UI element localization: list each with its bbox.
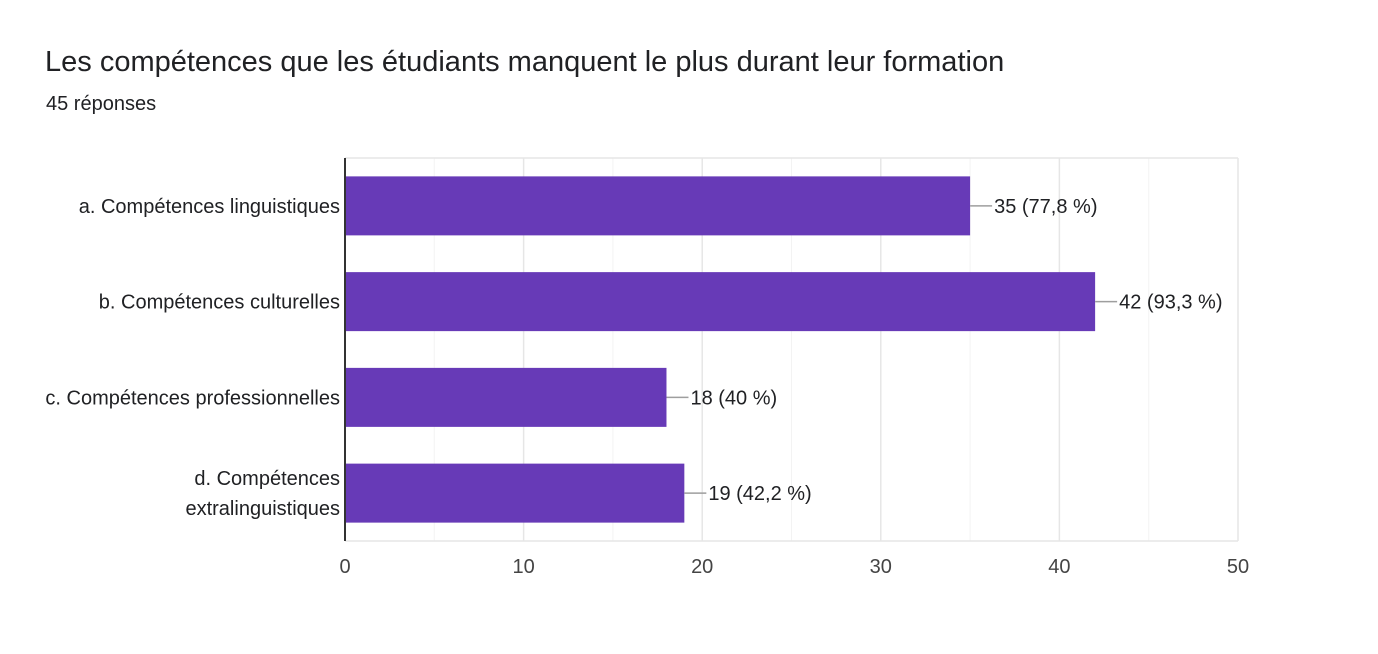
value-label: 35 (77,8 %): [994, 196, 1097, 218]
x-tick-label: 40: [1048, 556, 1070, 578]
bar: [345, 367, 667, 427]
bar: [345, 272, 1096, 332]
tick-labels: 0 10 20 30 40 50: [339, 556, 1249, 578]
category-label: b. Compétences culturelles: [99, 292, 340, 314]
x-tick-label: 0: [339, 556, 350, 578]
bar: [345, 176, 971, 236]
x-tick-label: 30: [870, 556, 892, 578]
category-labels: a. Compétences linguistiques b. Compétenc…: [45, 196, 340, 520]
value-label: 42 (93,3 %): [1119, 292, 1222, 314]
category-label: c. Compétences professionnelles: [45, 387, 340, 409]
gridlines: [345, 157, 1239, 542]
x-tick-label: 50: [1227, 556, 1249, 578]
category-label: extralinguistiques: [185, 498, 340, 520]
category-label: a. Compétences linguistiques: [79, 196, 340, 218]
bars: [345, 176, 1096, 523]
x-tick-label: 10: [512, 556, 534, 578]
value-labels: 35 (77,8 %) 42 (93,3 %) 18 (40 %) 19 (42,2 …: [690, 196, 1222, 505]
category-label: d. Compétences: [194, 468, 340, 490]
value-label: 19 (42,2 %): [708, 483, 811, 505]
chart-title: Les compétences que les étudiants manque…: [45, 46, 1005, 78]
bar: [345, 463, 685, 523]
response-count: 45 réponses: [46, 93, 157, 115]
value-label: 18 (40 %): [690, 387, 777, 409]
leader-lines: [666, 205, 1118, 494]
x-tick-label: 20: [691, 556, 713, 578]
